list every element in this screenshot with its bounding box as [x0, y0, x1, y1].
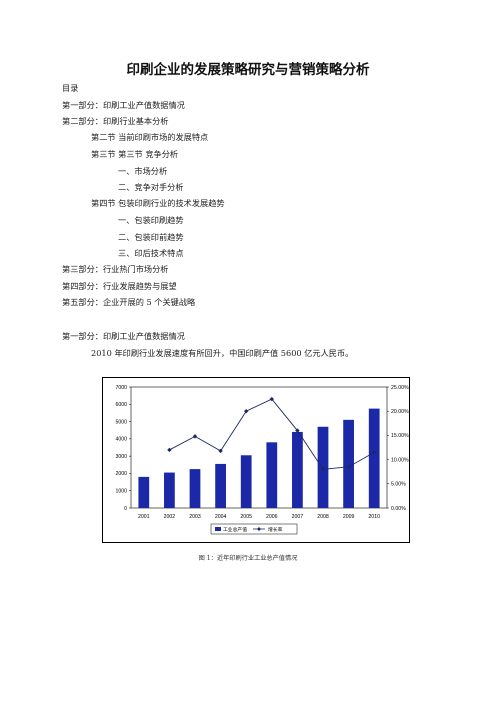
toc-heading: 目录: [62, 83, 79, 93]
legend-bar-swatch: [215, 527, 221, 531]
y-right-tick-label: 0.00%: [391, 506, 406, 512]
toc-item: 第三部分：行业热门市场分析: [62, 264, 169, 274]
y-right-tick-label: 15.00%: [391, 433, 409, 439]
growth-marker: [320, 467, 326, 472]
y-right-tick-label: 10.00%: [391, 457, 409, 463]
legend-line-marker: [257, 527, 261, 531]
x-tick-label: 2009: [343, 514, 355, 520]
section-heading: 第一部分：印刷工业产值数据情况: [62, 331, 185, 341]
chart-frame: 0 1000 2000 3000 4000 5000 6000 7000 0.00% 5.00% 1…: [102, 377, 410, 543]
toc-item: 第二部分：印刷行业基本分析: [62, 116, 169, 126]
plot-area: [130, 386, 388, 509]
x-tick-label: 2010: [368, 514, 380, 520]
growth-marker: [167, 447, 172, 453]
x-tick-label: 2003: [189, 514, 201, 520]
chart-caption: 图 1：近年印刷行业工业总产值情况: [198, 555, 298, 562]
y-left-tick-label: 1000: [115, 489, 127, 495]
legend-bar-label: 工业总产值: [223, 526, 247, 533]
toc-item: 一、市场分析: [118, 166, 168, 176]
y-right-tick-label: 20.00%: [391, 409, 409, 415]
y-left-tick-label: 7000: [115, 385, 127, 391]
section-paragraph: 2010 年印刷行业发展速度有所回升，中国印刷产值 5600 亿元人民币。: [91, 348, 354, 358]
toc-item: 二、竞争对手分析: [118, 182, 184, 192]
bar: [164, 472, 175, 508]
toc-item: 第四部分：行业发展趋势与展望: [62, 281, 177, 291]
toc-item: 第二节 当前印刷市场的发展特点: [91, 132, 209, 142]
growth-marker: [372, 450, 377, 455]
y-left-tick-label: 5000: [115, 419, 127, 425]
bar: [138, 476, 150, 508]
growth-marker: [295, 428, 300, 433]
y-right-tick-label: 25.00%: [391, 385, 409, 391]
growth-marker: [218, 448, 223, 454]
production-chart: 0 1000 2000 3000 4000 5000 6000 7000 0.00% 5.00% 1…: [115, 385, 409, 535]
x-tick-label: 2005: [240, 514, 252, 520]
toc-item: 第四节 包装印刷行业的技术发展趋势: [91, 198, 225, 208]
toc-item: 第三节 第三节 竞争分析: [91, 149, 179, 159]
y-left-tick-label: 2000: [115, 471, 127, 477]
x-tick-label: 2002: [164, 514, 176, 520]
x-tick-label: 2007: [292, 514, 304, 520]
bar: [215, 463, 226, 508]
y-left-tick-label: 4000: [115, 437, 127, 443]
y-left-tick-label: 6000: [115, 402, 127, 408]
toc-item: 二、包装印前趋势: [118, 232, 184, 242]
toc-item: 三、印后技术特点: [118, 248, 184, 258]
bar: [189, 469, 201, 508]
bar: [240, 455, 252, 508]
legend-line-label: 增长率: [268, 526, 283, 533]
bar: [343, 419, 354, 508]
growth-marker: [346, 464, 351, 470]
toc-item: 一、包装印刷趋势: [118, 215, 184, 225]
toc-item: 第五部分：企业开展的 5 个关键战略: [62, 297, 196, 307]
bar: [292, 431, 303, 508]
y-right-tick-label: 5.00%: [391, 482, 406, 488]
growth-marker: [269, 396, 274, 402]
x-tick-label: 2008: [317, 514, 329, 520]
toc-item: 第一部分：印刷工业产值数据情况: [62, 100, 185, 110]
x-tick-label: 2006: [266, 514, 278, 520]
y-left-tick-label: 0: [124, 506, 127, 512]
y-left-tick-label: 3000: [115, 454, 127, 460]
bar: [368, 408, 380, 508]
growth-marker: [244, 409, 249, 414]
growth-marker: [192, 434, 198, 439]
bar: [266, 442, 278, 508]
x-tick-label: 2004: [215, 514, 227, 520]
x-tick-label: 2001: [138, 514, 150, 520]
document-title: 印刷企业的发展策略研究与营销策略分析: [126, 62, 370, 78]
